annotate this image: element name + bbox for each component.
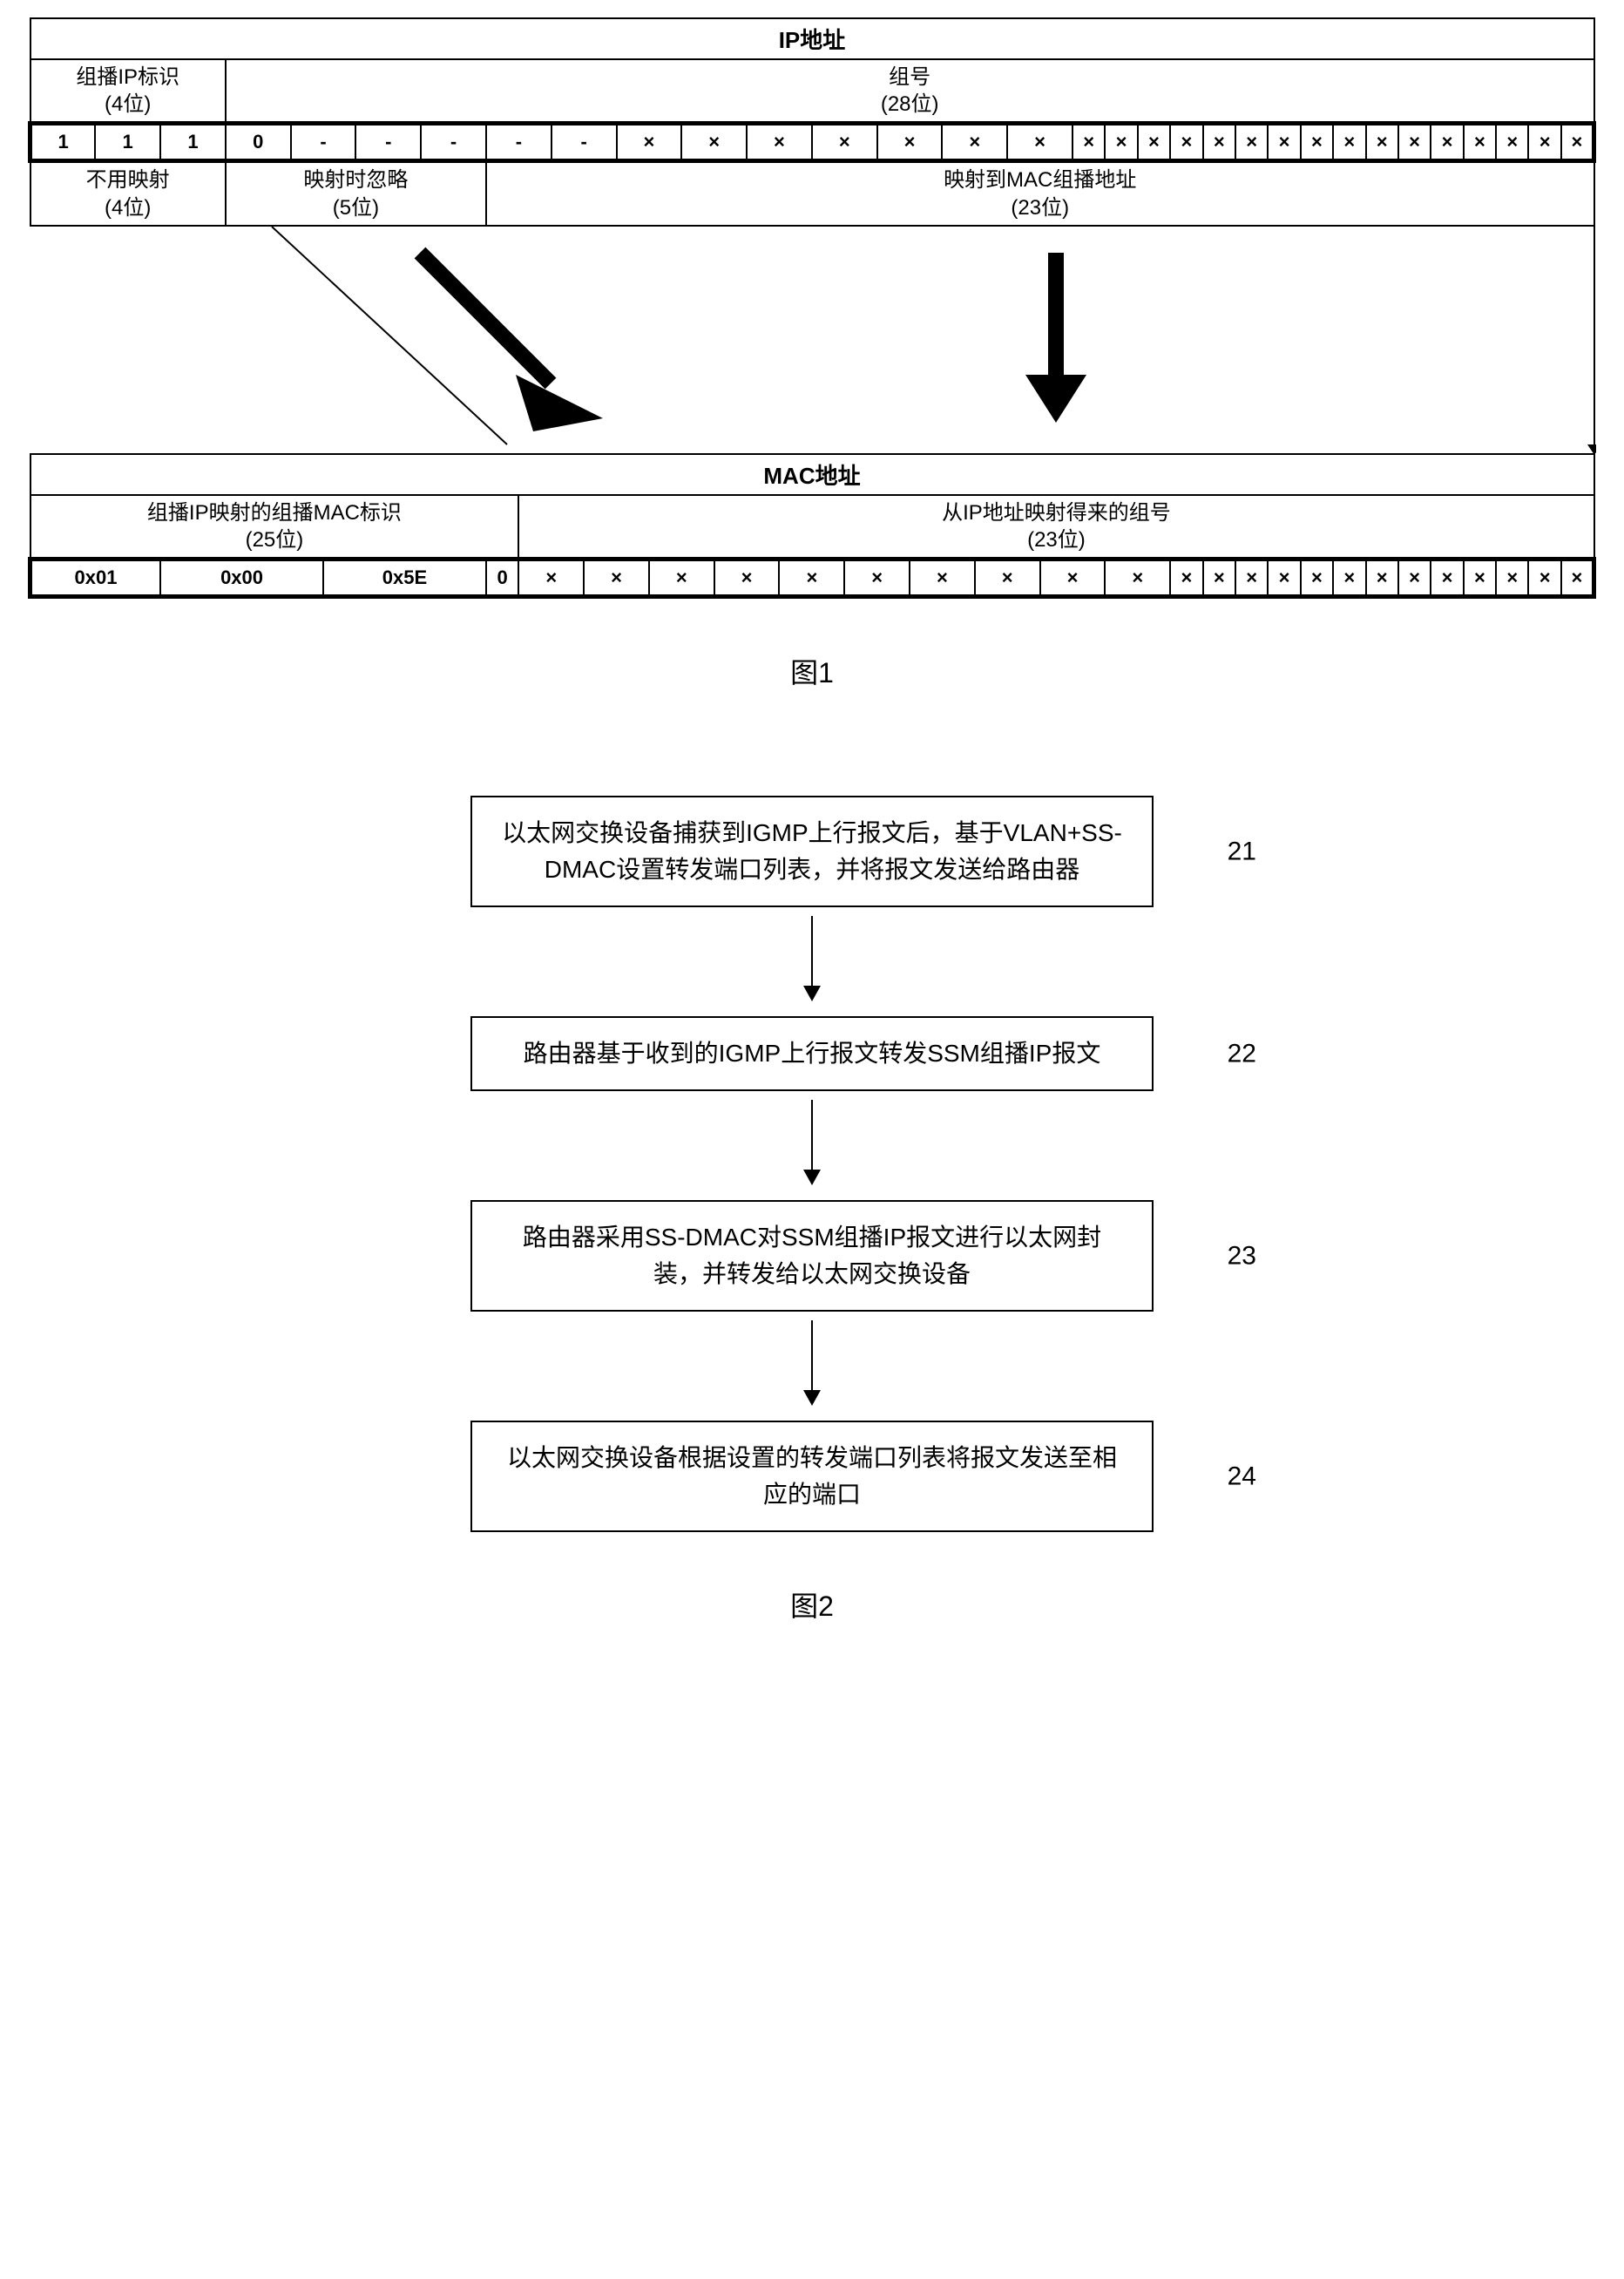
ip-bit-cell: × <box>1431 124 1463 161</box>
mac-bit-cell: × <box>1366 560 1398 597</box>
ip-row3-2: 映射时忽略 (5位) <box>226 161 486 226</box>
ip-bit-cell: × <box>1007 124 1073 161</box>
ip-title: IP地址 <box>30 18 1594 59</box>
ip-bit-cell: × <box>942 124 1007 161</box>
flow-arrow-icon <box>376 1320 1248 1412</box>
ip-bit-cell: × <box>1301 124 1333 161</box>
mac-bit-cell: × <box>1301 560 1333 597</box>
mac-prefix-cell: 0x01 <box>30 560 161 597</box>
mac-address-table: MAC地址 组播IP映射的组播MAC标识 (25位) 从IP地址映射得来的组号 … <box>28 453 1596 599</box>
mac-bit-cell: × <box>1561 560 1594 597</box>
mac-bit-cell: × <box>584 560 649 597</box>
mac-prefix-cell: 0x5E <box>323 560 486 597</box>
mac-bit-cell: × <box>1398 560 1431 597</box>
flow-step-box: 路由器采用SS-DMAC对SSM组播IP报文进行以太网封装，并转发给以太网交换设… <box>470 1200 1154 1312</box>
ip-bit-cell: × <box>617 124 682 161</box>
ip-bit-cell: × <box>1398 124 1431 161</box>
figure-2-caption: 图2 <box>17 1584 1607 1624</box>
flow-step-box: 以太网交换设备根据设置的转发端口列表将报文发送至相应的端口24 <box>470 1421 1154 1532</box>
mac-prefix-cell: 0x00 <box>160 560 323 597</box>
mac-bit-cell: × <box>1170 560 1202 597</box>
ip-bit-cell: - <box>551 124 617 161</box>
ip-bit-cell: - <box>291 124 356 161</box>
mac-bit-cell: × <box>1203 560 1235 597</box>
ip-bit-cell: × <box>812 124 877 161</box>
mac-bit-row: 0x010x000x5E0××××××××××××××××××××××× <box>30 560 1594 597</box>
mac-bit-cell: × <box>975 560 1040 597</box>
ip-label-1: 组播IP标识 (4位) <box>30 59 226 124</box>
ip-row3-1: 不用映射 (4位) <box>30 161 226 226</box>
flow-step-label: 24 <box>1228 1457 1256 1496</box>
mac-bit-cell: × <box>1528 560 1560 597</box>
mac-bit-cell: × <box>714 560 780 597</box>
ip-bit-cell: 1 <box>160 124 226 161</box>
ip-bit-cell: × <box>1366 124 1398 161</box>
flow-arrow-icon <box>376 1100 1248 1191</box>
ip-bit-cell: × <box>1528 124 1560 161</box>
ip-bit-cell: - <box>486 124 551 161</box>
figure-1: IP地址 组播IP标识 (4位) 组号 (28位) 1110-----×××××… <box>28 17 1596 691</box>
flow-step-box: 以太网交换设备捕获到IGMP上行报文后，基于VLAN+SS-DMAC设置转发端口… <box>470 796 1154 907</box>
ip-bit-cell: × <box>1464 124 1496 161</box>
ip-bit-cell: × <box>1170 124 1202 161</box>
ip-row3-3: 映射到MAC组播地址 (23位) <box>486 161 1594 226</box>
figure-2: 以太网交换设备捕获到IGMP上行报文后，基于VLAN+SS-DMAC设置转发端口… <box>376 796 1248 1532</box>
mac-bit-cell: × <box>1040 560 1106 597</box>
ip-address-table: IP地址 组播IP标识 (4位) 组号 (28位) 1110-----×××××… <box>28 17 1596 227</box>
flow-step-label: 21 <box>1228 832 1256 872</box>
flow-arrow-icon <box>376 916 1248 1007</box>
ip-bit-cell: 0 <box>226 124 291 161</box>
mac-label-1: 组播IP映射的组播MAC标识 (25位) <box>30 495 519 560</box>
mac-bit-cell: × <box>1235 560 1268 597</box>
ip-bit-cell: × <box>1268 124 1300 161</box>
mac-bit-cell: × <box>518 560 584 597</box>
ip-bit-cell: × <box>1105 124 1137 161</box>
mac-bit-cell: × <box>1105 560 1170 597</box>
mac-bit-cell: × <box>844 560 910 597</box>
mac-bit-cell: × <box>1333 560 1365 597</box>
ip-bit-cell: × <box>681 124 747 161</box>
mac-prefix-cell: 0 <box>486 560 518 597</box>
mac-bit-cell: × <box>910 560 975 597</box>
mac-bit-cell: × <box>1268 560 1300 597</box>
figure-1-caption: 图1 <box>28 651 1596 691</box>
mac-bit-cell: × <box>1496 560 1528 597</box>
ip-bit-cell: × <box>877 124 943 161</box>
ip-bit-cell: × <box>1138 124 1170 161</box>
mac-title: MAC地址 <box>30 454 1594 495</box>
ip-bit-cell: × <box>1073 124 1105 161</box>
mapping-arrows <box>28 227 1596 453</box>
ip-bit-cell: × <box>1333 124 1365 161</box>
ip-bit-cell: × <box>1496 124 1528 161</box>
mac-bit-cell: × <box>779 560 844 597</box>
flow-step-box: 路由器基于收到的IGMP上行报文转发SSM组播IP报文22 <box>470 1016 1154 1091</box>
flow-step-label: 23 <box>1228 1237 1256 1276</box>
mac-bit-cell: × <box>1431 560 1463 597</box>
mac-bit-cell: × <box>649 560 714 597</box>
ip-label-2: 组号 (28位) <box>226 59 1594 124</box>
ip-bit-cell: × <box>1561 124 1594 161</box>
ip-bit-cell: × <box>1235 124 1268 161</box>
ip-bit-cell: × <box>1203 124 1235 161</box>
ip-bit-cell: - <box>355 124 421 161</box>
ip-bit-cell: 1 <box>95 124 160 161</box>
flow-step-label: 22 <box>1228 1034 1256 1074</box>
mac-label-2: 从IP地址映射得来的组号 (23位) <box>518 495 1594 560</box>
ip-bit-cell: - <box>421 124 486 161</box>
ip-bit-row: 1110-----××××××××××××××××××××××× <box>30 124 1594 161</box>
mac-bit-cell: × <box>1464 560 1496 597</box>
ip-bit-cell: × <box>747 124 812 161</box>
ip-bit-cell: 1 <box>30 124 96 161</box>
